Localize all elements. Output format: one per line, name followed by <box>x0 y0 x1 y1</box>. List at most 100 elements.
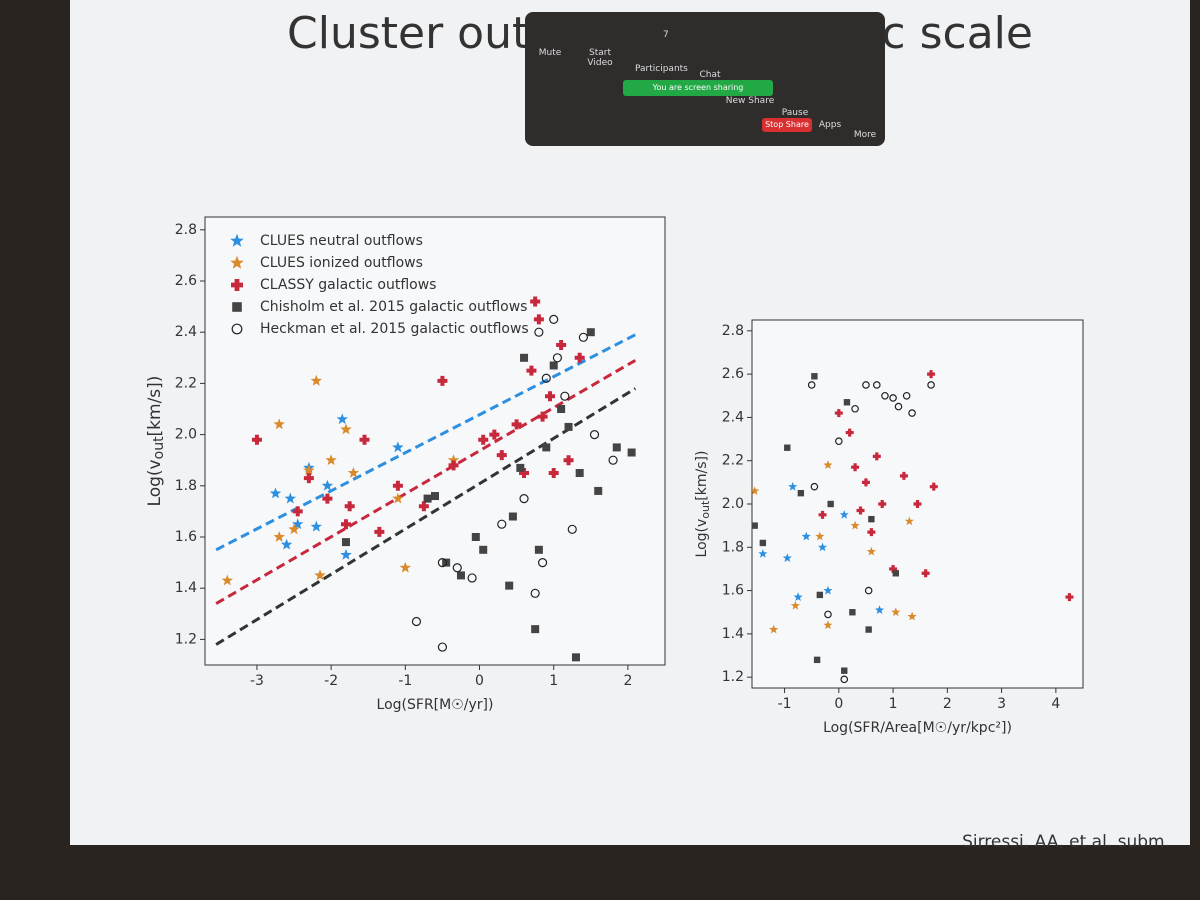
y-tick-label: 1.4 <box>722 626 744 642</box>
y-tick-label: 2.8 <box>722 323 744 339</box>
star-marker <box>340 423 352 435</box>
star-marker <box>284 492 296 504</box>
plus-marker <box>845 428 854 437</box>
star-marker <box>325 454 337 466</box>
plus-marker <box>448 460 459 471</box>
square-marker <box>816 591 824 599</box>
toolbar-button[interactable]: Start Video <box>587 48 613 68</box>
plus-marker <box>872 452 881 461</box>
y-axis-label-part: out <box>151 436 167 459</box>
circle-marker <box>537 557 548 568</box>
y-tick-label: 1.2 <box>175 631 197 647</box>
y-axis-label-part: [km/s]) <box>694 451 710 501</box>
x-axis-label: Log(SFR/Area[M☉/yr/kpc²]) <box>823 720 1012 736</box>
square-marker <box>456 571 465 580</box>
square-marker <box>516 463 525 472</box>
square-marker <box>341 538 350 547</box>
circle-marker <box>549 314 559 324</box>
y-tick-label: 2.2 <box>175 375 197 391</box>
star-marker <box>392 441 404 453</box>
star-marker <box>823 460 833 469</box>
circle-marker <box>810 482 819 491</box>
plus-marker <box>818 510 827 519</box>
star-marker <box>891 607 901 617</box>
square-marker <box>534 545 543 554</box>
plus-marker <box>251 434 262 445</box>
circle-marker <box>530 588 540 598</box>
star-marker <box>347 467 360 478</box>
square-marker <box>813 656 821 664</box>
star-marker <box>273 531 285 542</box>
toolbar-button[interactable]: New Share <box>725 96 775 106</box>
x-tick-label: 2 <box>623 673 632 689</box>
circle-marker <box>902 391 911 400</box>
credit: Sirressi, AA, et al. subm. <box>962 832 1170 852</box>
square-marker <box>784 444 791 451</box>
plus-marker <box>563 455 574 466</box>
fit-line <box>215 333 637 552</box>
star-marker <box>823 585 833 595</box>
plus-marker <box>856 506 865 515</box>
star-marker <box>818 542 828 552</box>
circle-marker <box>824 610 832 619</box>
y-axis-label-part: Log(v <box>145 459 165 506</box>
stop-share-button[interactable]: Stop Share <box>762 118 812 132</box>
circle-marker <box>840 675 849 684</box>
fit-line <box>215 359 637 605</box>
star-marker <box>447 454 460 466</box>
x-tick-label: 0 <box>834 696 843 712</box>
toolbar-button[interactable]: Participants <box>635 64 688 74</box>
star-marker <box>288 523 300 535</box>
x-tick-label: -1 <box>398 673 412 689</box>
square-marker <box>751 522 758 529</box>
toolbar-button[interactable]: Chat <box>699 70 721 80</box>
toolbar-button[interactable]: More <box>853 130 877 140</box>
plus-marker <box>921 569 930 578</box>
plus-marker <box>374 526 385 537</box>
circle-marker <box>231 323 243 335</box>
fit-line <box>215 387 637 646</box>
square-marker <box>827 500 834 508</box>
star-marker <box>866 546 876 556</box>
star-marker <box>793 592 803 601</box>
star-marker <box>321 479 334 491</box>
y-axis-label: Log(vout[km/s]) <box>145 376 167 507</box>
square-marker <box>232 302 242 312</box>
star-marker <box>904 516 914 526</box>
circle-marker <box>864 586 873 595</box>
y-tick-label: 1.4 <box>175 580 197 596</box>
square-marker <box>849 609 856 616</box>
star-marker <box>221 574 233 586</box>
square-marker <box>564 422 573 431</box>
toolbar-button[interactable]: Mute <box>538 48 562 58</box>
square-marker <box>612 443 621 452</box>
x-tick-label: -2 <box>324 673 338 689</box>
square-marker <box>431 492 439 501</box>
toolbar-button[interactable]: Apps <box>818 120 842 130</box>
plus-marker <box>418 501 429 512</box>
star-marker <box>392 492 404 504</box>
square-marker <box>586 328 595 337</box>
square-marker <box>797 489 805 497</box>
legend-label: CLUES neutral outflows <box>260 233 423 249</box>
plus-marker <box>303 473 314 484</box>
square-marker <box>505 581 514 590</box>
y-tick-label: 1.2 <box>722 669 744 685</box>
plus-marker <box>548 468 559 478</box>
circle-marker <box>578 332 588 342</box>
circle-marker <box>835 437 843 446</box>
plus-marker <box>537 411 548 422</box>
plus-marker <box>867 528 876 537</box>
y-tick-label: 1.6 <box>175 529 197 545</box>
star-marker <box>292 518 304 530</box>
plus-marker <box>344 501 355 512</box>
circle-marker <box>567 524 577 534</box>
plus-marker <box>899 471 908 480</box>
star-marker <box>303 464 315 476</box>
circle-marker <box>541 373 551 383</box>
square-marker <box>811 373 818 380</box>
plot-frame <box>204 216 666 666</box>
circle-marker <box>873 381 881 389</box>
plus-marker <box>545 391 555 402</box>
